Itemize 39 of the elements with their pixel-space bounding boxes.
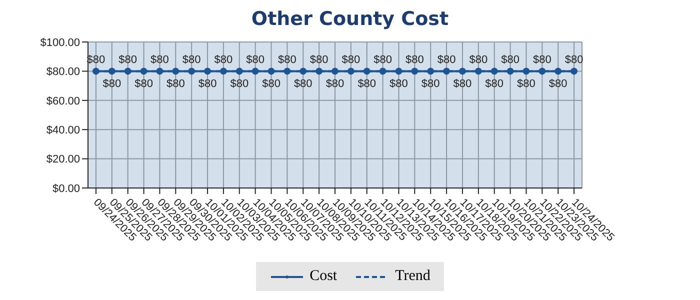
data-label: $80 <box>342 54 360 66</box>
y-tick-label: $20.00 <box>46 154 80 166</box>
data-label: $80 <box>102 78 122 90</box>
data-label: $80 <box>166 78 185 90</box>
data-label: $80 <box>469 54 488 66</box>
data-label: $80 <box>198 78 217 90</box>
data-label: $80 <box>214 54 233 66</box>
data-label: $80 <box>358 78 376 90</box>
data-label: $80 <box>421 78 440 90</box>
data-label: $80 <box>278 54 296 66</box>
data-label: $80 <box>485 78 504 90</box>
data-label: $80 <box>437 54 456 66</box>
y-tick-label: $40.00 <box>46 124 80 137</box>
y-tick-label: $60.00 <box>46 95 80 108</box>
data-label: $80 <box>532 54 552 66</box>
data-label: $80 <box>134 78 153 90</box>
data-label: $80 <box>390 78 408 90</box>
legend-label: Cost <box>310 268 338 285</box>
y-tick-label: $0.00 <box>52 182 80 195</box>
data-label: $80 <box>564 54 584 66</box>
chart-title: Other County Cost <box>250 8 450 32</box>
data-label: $80 <box>150 54 169 66</box>
data-label: $80 <box>501 54 520 66</box>
data-label: $80 <box>262 78 280 90</box>
data-label: $80 <box>230 78 249 90</box>
data-label: $80 <box>118 54 138 66</box>
data-label: $80 <box>548 78 568 90</box>
y-tick-label: $100.00 <box>40 36 80 49</box>
y-tick-label: $80.00 <box>46 66 80 78</box>
data-label: $80 <box>453 78 472 90</box>
legend-label: Trend <box>395 268 430 285</box>
data-label: $80 <box>374 54 392 66</box>
data-label: $80 <box>326 78 344 90</box>
data-label: $80 <box>310 54 328 66</box>
data-label: $80 <box>246 54 264 66</box>
data-label: $80 <box>517 78 536 90</box>
data-label: $80 <box>182 54 201 66</box>
data-label: $80 <box>406 54 424 66</box>
data-label: $80 <box>294 78 312 90</box>
